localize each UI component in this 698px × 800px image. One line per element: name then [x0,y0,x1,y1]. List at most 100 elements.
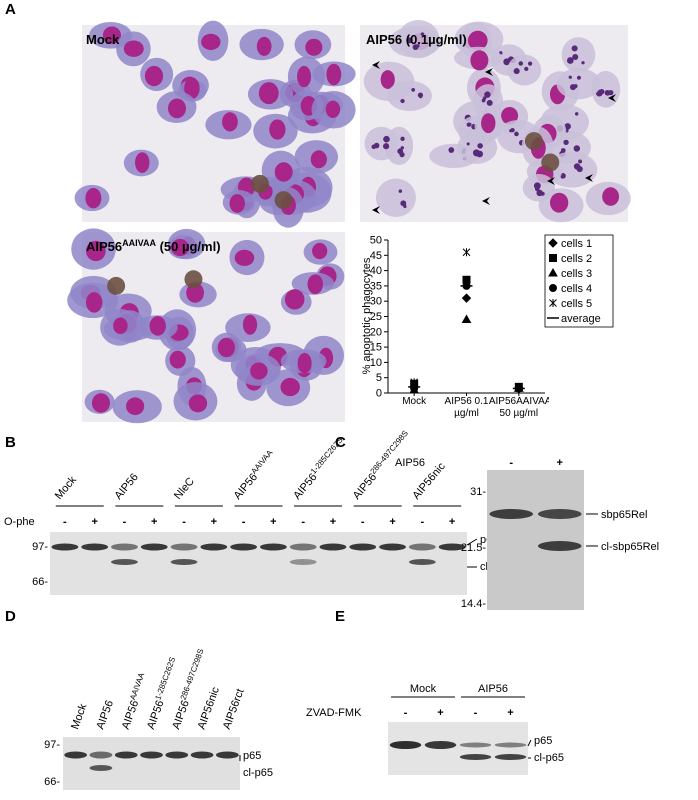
lane-label: AIP561-285C262S [289,435,348,502]
y-tick-label: 20 [370,326,382,338]
sign: + [211,516,217,528]
label-part: 286-497C298S [178,647,205,701]
nucleus [280,377,300,397]
nucleus [305,38,323,56]
nucleus [307,274,323,295]
sign: - [474,707,478,719]
group-label: Mock [410,683,437,695]
nucleus [242,314,258,335]
band [408,543,436,551]
band [190,751,214,759]
band-label: cl-sbp65Rel [601,541,659,553]
band [89,765,113,771]
fragment [569,84,576,91]
sign: + [449,516,455,528]
band [140,543,168,551]
fragment [403,204,407,209]
fragment [416,44,420,48]
fragment [578,159,583,164]
nucleus [501,106,519,125]
band [349,543,377,551]
band [489,509,534,519]
sign: - [123,516,127,528]
fragment [533,182,541,190]
sign: + [270,516,276,528]
band [51,543,79,551]
nucleus [284,289,305,310]
fragment [509,129,513,133]
lane-label: Mock [69,702,89,731]
nucleus [250,362,268,380]
y-tick-label: 25 [370,311,382,323]
lane-label: AIP56 [94,699,116,731]
legend-label: average [561,313,601,325]
y-axis-label: % apoptotic phagocytes [361,257,373,374]
cytoplasm [364,126,398,161]
cells [74,20,356,228]
legend-label: cells 2 [561,253,592,265]
band [459,754,492,760]
point [462,248,471,257]
band [64,751,88,759]
fragment [406,37,413,44]
nucleus [113,317,128,335]
band-label: cl-p65 [243,767,273,779]
band [81,543,109,551]
sign: + [91,516,97,528]
y-tick-label: 0 [376,388,382,400]
cytoplasm [561,37,596,73]
arrowhead [547,177,555,185]
label-part: AIP56 [94,699,116,731]
label-part: Mock [53,474,79,502]
cells [363,20,631,223]
fragment [486,99,493,106]
lane-label: AIP56 [112,471,140,502]
band [494,742,527,748]
fragment [400,146,404,150]
nucleus [144,65,164,87]
band [459,742,492,748]
point [549,284,557,292]
nucleus [188,394,208,413]
fragment [398,189,403,193]
legend-label: cells 4 [561,283,592,295]
band-label: p65 [534,735,552,747]
sign: - [301,516,305,528]
nucleus [297,352,312,374]
sign: - [361,516,365,528]
nucleus [481,113,496,134]
fragment [572,53,579,60]
fragment [418,94,423,99]
pigment [184,270,203,289]
nucleus [312,242,328,260]
fragment [513,68,520,75]
nucleus [258,82,279,105]
sign: + [437,707,443,719]
band [379,543,406,551]
fragment [472,149,480,157]
nucleus [222,112,238,132]
band [111,559,138,565]
sign: + [507,707,513,719]
point [548,267,558,277]
label-part: Mock [69,702,89,731]
band [389,741,422,749]
label-part: AIP56 [112,471,140,502]
x-tick-label: Mock [402,396,427,407]
panel-letter: C [335,434,346,451]
band [89,751,113,759]
point [514,382,523,391]
point [461,293,472,303]
pigment [107,276,126,295]
sign: - [420,516,424,528]
sign: + [151,516,157,528]
label-part: AIP56 [170,699,192,731]
arrowhead [585,174,593,182]
lane-label: AIP56nic [196,685,223,731]
marker-label: 97- [44,739,60,751]
nucleus [468,30,488,51]
nucleus [85,292,103,313]
lane-label: AIP56AAIVAA [230,447,279,501]
legend-label: cells 3 [561,268,592,280]
nucleus [170,238,190,257]
